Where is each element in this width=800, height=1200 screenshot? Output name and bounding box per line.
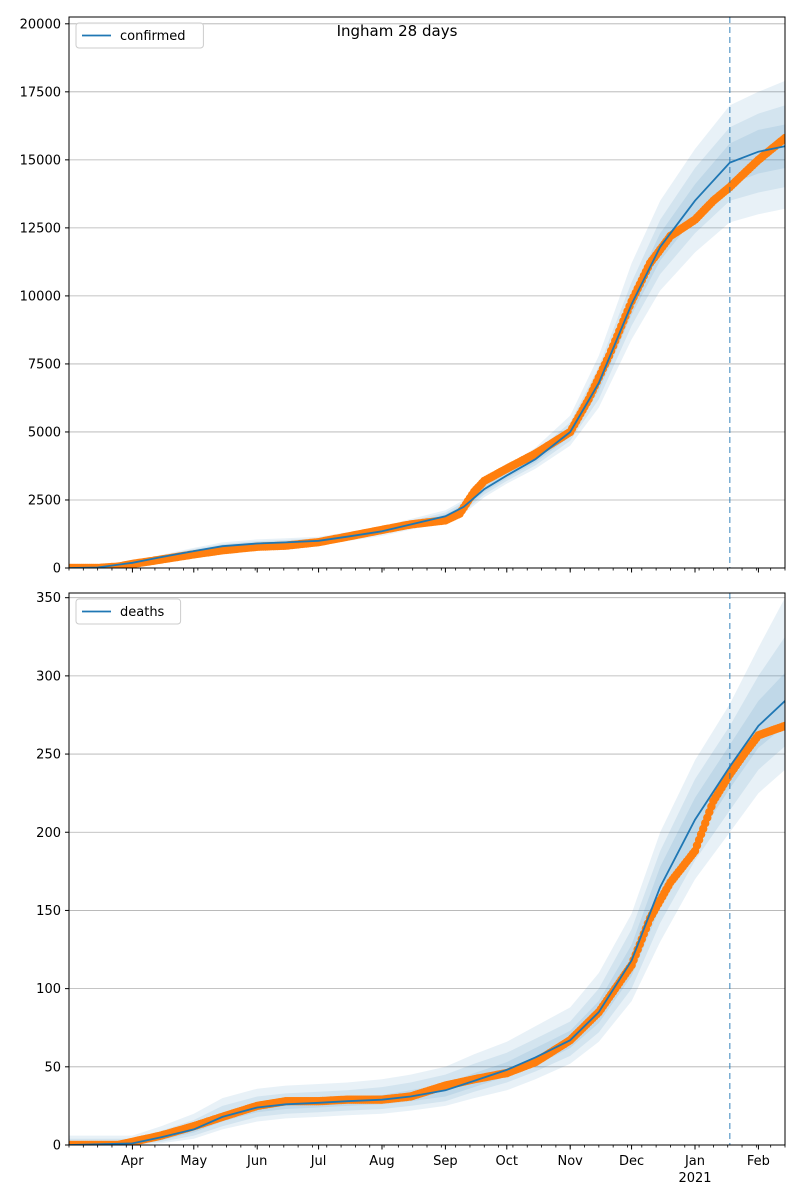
confirmed-ytick-label: 20000 [20,17,61,32]
confirmed-ytick-label: 2500 [28,493,61,508]
confirmed-ytick-label: 5000 [28,425,61,440]
chart-title: Ingham 28 days [337,22,458,40]
deaths-model-line [69,700,785,1145]
deaths-ytick-label: 0 [53,1139,61,1154]
xtick-label-sep: Sep [433,1154,458,1169]
deaths-panel: 0 50 100 150 200 250 300 350 Apr May Jun Jul Aug Sep O… [36,591,786,1186]
confirmed-ytick-label: 10000 [20,289,61,304]
deaths-ytick-label: 300 [36,669,61,684]
confirmed-ytick-label: 0 [53,562,61,577]
deaths-ytick-label: 100 [36,982,61,997]
xtick-label-jul: Jul [310,1154,327,1169]
deaths-ytick-label: 200 [36,826,61,841]
confirmed-legend: confirmed [75,22,204,49]
deaths-legend: deaths [75,598,182,625]
confirmed-legend-box [75,22,204,49]
deaths-legend-label: deaths [120,605,165,620]
xtick-label-feb: Feb [747,1154,770,1169]
confirmed-uncertainty-band [69,124,785,568]
xtick-label-jun: Jun [246,1154,267,1169]
confirmed-legend-label: confirmed [120,29,186,44]
xtick-label-dec: Dec [619,1154,644,1169]
deaths-ytick-label: 250 [36,748,61,763]
xtick-label-apr: Apr [121,1154,144,1169]
xtick-label-may: May [180,1154,207,1169]
deaths-legend-box [75,598,182,625]
confirmed-model-line [69,145,785,568]
xtick-label-aug: Aug [369,1154,394,1169]
deaths-uncertainty-band [69,636,785,1145]
xtick-label-nov: Nov [558,1154,584,1169]
confirmed-uncertainty-band [69,105,785,568]
confirmed-uncertainty-band [69,80,785,568]
confirmed-ytick-label: 15000 [20,153,61,168]
confirmed-ytick-label: 12500 [20,221,61,236]
xtick-label-oct: Oct [496,1154,518,1169]
deaths-ytick-label: 350 [36,591,61,606]
deaths-ytick-label: 150 [36,904,61,919]
confirmed-panel: 0 2500 5000 7500 10000 12500 15000 17500 20000 co… [20,16,786,577]
confirmed-observed-point [780,133,785,143]
confirmed-ytick-label: 7500 [28,357,61,372]
confirmed-ytick-label: 17500 [20,85,61,100]
deaths-ytick-label: 50 [44,1060,61,1075]
xtick-year-label: 2021 [678,1171,711,1186]
deaths-observed-point [780,721,785,731]
xtick-label-jan: Jan [684,1154,705,1169]
